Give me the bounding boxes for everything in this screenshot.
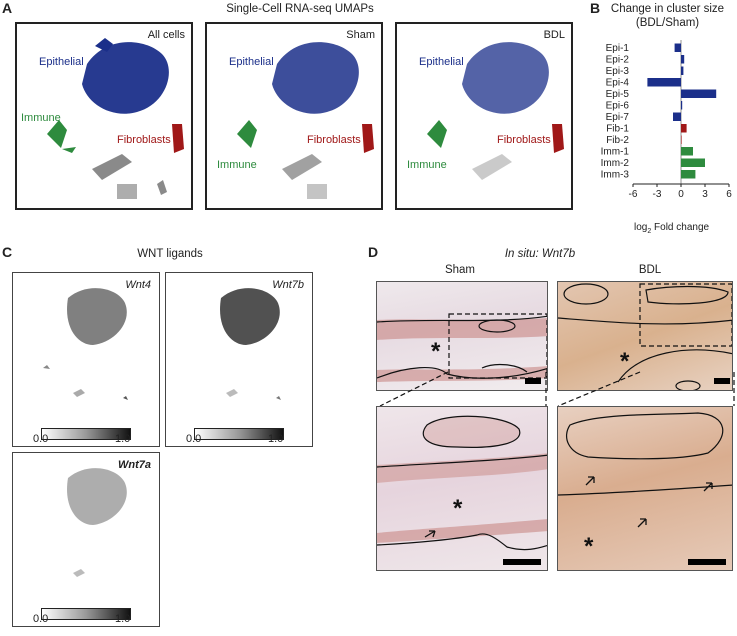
cbar-min: 0.0 xyxy=(33,433,49,445)
panel-d-title: In situ: Wnt7b xyxy=(504,248,576,260)
umap-tag: Sham xyxy=(346,29,375,41)
x-tick-label: 6 xyxy=(726,189,732,200)
category-label: Epi-1 xyxy=(606,43,630,54)
lumen-asterisk: * xyxy=(453,495,463,522)
gene-label: Wnt7a xyxy=(118,459,151,471)
bar-epi-5 xyxy=(681,89,717,98)
label-fibroblasts: Fibroblasts xyxy=(117,134,171,146)
category-label: Epi-3 xyxy=(606,66,630,77)
colorbar xyxy=(41,428,131,440)
label-fibroblasts: Fibroblasts xyxy=(307,134,361,146)
x-tick-label: -3 xyxy=(653,189,662,200)
cbar-max: 1.0 xyxy=(115,433,131,445)
label-immune: Immune xyxy=(407,159,447,171)
bar-fib-1 xyxy=(681,124,687,133)
category-label: Fib-1 xyxy=(606,124,629,135)
bar-fib-2 xyxy=(681,135,682,144)
panel-b-title-1: Change in cluster size xyxy=(610,3,725,15)
colorbar xyxy=(41,608,131,620)
gene-label: Wnt4 xyxy=(125,279,151,291)
scale-bar xyxy=(714,378,730,384)
category-label: Epi-4 xyxy=(606,78,630,89)
wnt7b-feature-plot: Wnt7b 0.0 1.0 xyxy=(165,272,313,447)
bar-epi-4 xyxy=(647,78,681,87)
cbar-max: 1.0 xyxy=(268,433,284,445)
zoom-guide-lines xyxy=(379,371,735,407)
x-tick-label: 0 xyxy=(678,189,684,200)
umap-scatter xyxy=(427,42,564,180)
label-immune: Immune xyxy=(21,112,61,124)
umap-scatter xyxy=(237,42,374,199)
bar-epi-6 xyxy=(681,101,683,110)
umap-scatter xyxy=(47,38,184,199)
category-label: Epi-7 xyxy=(606,112,630,123)
column-label-sham: Sham xyxy=(444,264,476,276)
x-axis-label: log2 Fold change xyxy=(634,222,710,235)
scale-bar xyxy=(503,559,541,565)
scale-bar xyxy=(688,559,726,565)
gene-label: Wnt7b xyxy=(272,279,304,291)
micrograph-bdl-overview: * xyxy=(557,281,733,391)
wnt4-feature-plot: Wnt4 0.0 1.0 xyxy=(12,272,160,447)
micrograph-bdl-zoom: * xyxy=(557,406,733,571)
umap-sham: Sham Epithelial Fibroblasts Immune xyxy=(205,22,383,210)
panel-c-title: WNT ligands xyxy=(137,248,203,260)
bar-imm-2 xyxy=(681,158,705,167)
category-label: Imm-1 xyxy=(601,147,630,158)
label-epithelial: Epithelial xyxy=(39,56,84,68)
cbar-min: 0.0 xyxy=(33,613,49,625)
category-label: Epi-6 xyxy=(606,101,630,112)
panel-c-letter: C xyxy=(2,244,13,260)
label-epithelial: Epithelial xyxy=(229,56,274,68)
x-tick-label: 3 xyxy=(702,189,708,200)
label-epithelial: Epithelial xyxy=(419,56,464,68)
lumen-asterisk: * xyxy=(620,348,630,375)
feature-scatter xyxy=(43,288,128,400)
umap-tag: BDL xyxy=(543,29,565,41)
x-tick-label: -6 xyxy=(629,189,638,200)
lumen-asterisk: * xyxy=(431,338,441,365)
label-fibroblasts: Fibroblasts xyxy=(497,134,551,146)
feature-scatter xyxy=(67,468,127,577)
category-label: Epi-2 xyxy=(606,55,630,66)
cbar-max: 1.0 xyxy=(115,613,131,625)
bar-epi-7 xyxy=(673,112,681,121)
category-label: Fib-2 xyxy=(606,135,629,146)
umap-all-cells: All cells Epithelial Immune Fibroblasts xyxy=(15,22,193,210)
micrograph-sham-overview: * xyxy=(376,281,548,391)
panel-b-title-2: (BDL/Sham) xyxy=(635,17,700,29)
bar-epi-3 xyxy=(681,66,684,75)
category-label: Imm-3 xyxy=(601,170,630,181)
lumen-asterisk: * xyxy=(584,533,594,560)
feature-scatter xyxy=(220,288,281,400)
wnt7a-feature-plot: Wnt7a 0.0 1.0 xyxy=(12,452,160,627)
panel-d-letter: D xyxy=(368,244,379,260)
colorbar xyxy=(194,428,284,440)
micrograph-sham-zoom: * xyxy=(376,406,548,571)
cluster-size-bar-chart: Epi-1Epi-2Epi-3Epi-4Epi-5Epi-6Epi-7Fib-1… xyxy=(601,40,732,200)
category-label: Imm-2 xyxy=(601,158,630,169)
umap-tag: All cells xyxy=(147,29,185,41)
cbar-min: 0.0 xyxy=(186,433,202,445)
label-immune: Immune xyxy=(217,159,257,171)
category-label: Epi-5 xyxy=(606,89,630,100)
umap-bdl: BDL Epithelial Fibroblasts Immune xyxy=(395,22,573,210)
bar-imm-3 xyxy=(681,170,696,179)
panel-a-title: Single-Cell RNA-seq UMAPs xyxy=(226,3,374,15)
panel-b-letter: B xyxy=(590,0,601,16)
panel-a-letter: A xyxy=(2,0,13,16)
bar-epi-1 xyxy=(674,43,681,52)
bar-epi-2 xyxy=(681,55,685,64)
column-label-bdl: BDL xyxy=(638,264,662,276)
scale-bar xyxy=(525,378,541,384)
bar-imm-1 xyxy=(681,147,693,156)
